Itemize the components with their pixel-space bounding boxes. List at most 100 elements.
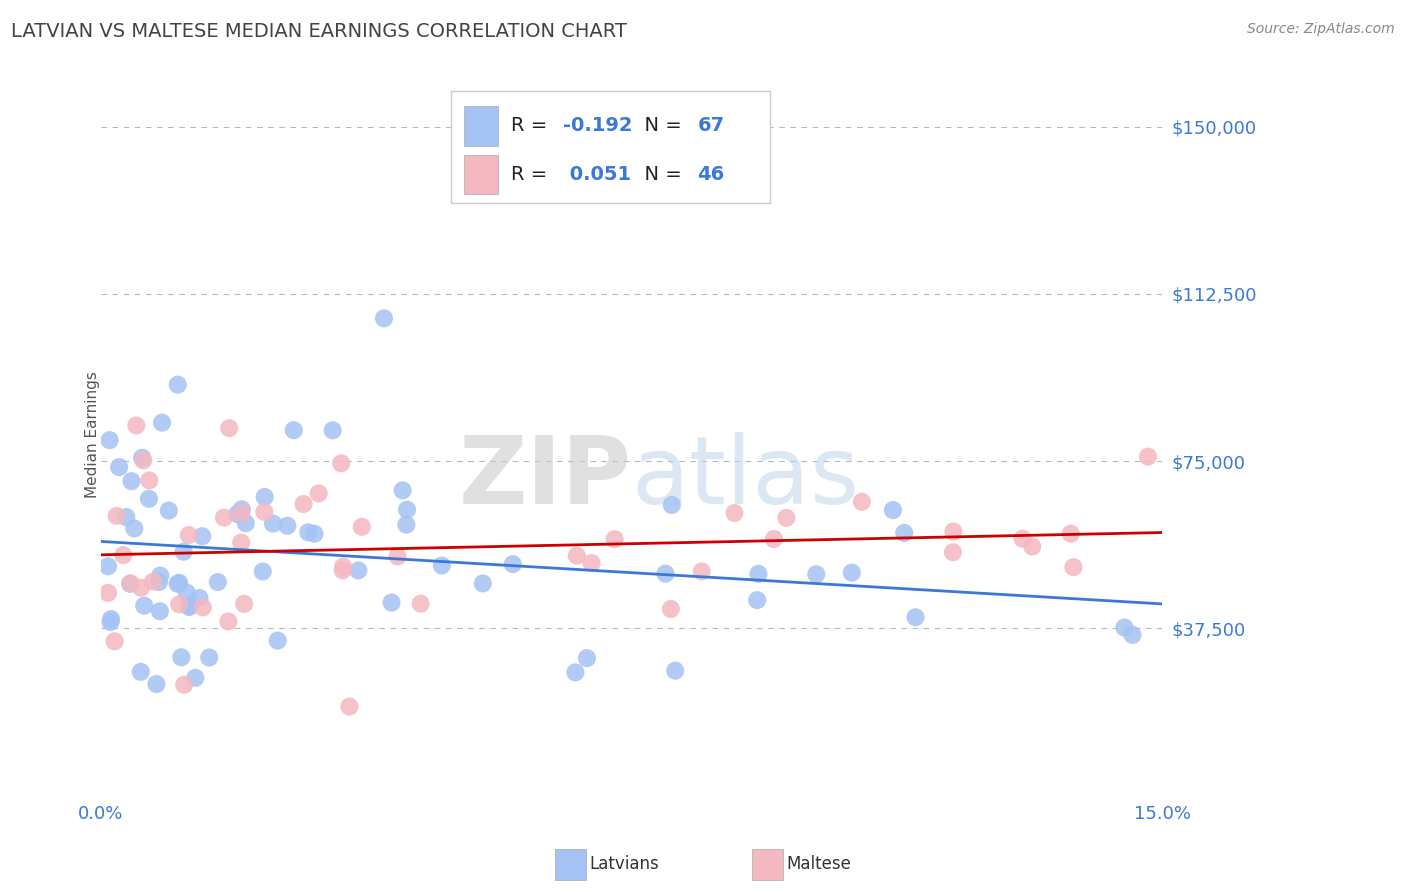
Point <box>276 518 298 533</box>
Point <box>129 581 152 595</box>
Point <box>373 311 395 326</box>
Point <box>882 503 904 517</box>
Y-axis label: Median Earnings: Median Earnings <box>86 371 100 498</box>
Point <box>762 532 785 546</box>
Point <box>179 599 201 613</box>
Point <box>904 610 927 624</box>
Point <box>115 510 138 524</box>
Point <box>690 565 713 579</box>
Point <box>747 593 769 607</box>
Point <box>430 558 453 573</box>
Point <box>176 586 198 600</box>
Point <box>104 634 127 648</box>
Point <box>564 665 586 680</box>
Point <box>207 574 229 589</box>
Point <box>1114 621 1136 635</box>
Point <box>332 563 354 577</box>
Point <box>654 566 676 581</box>
Point <box>253 505 276 519</box>
Point <box>231 535 253 549</box>
Point <box>226 507 249 521</box>
Point <box>253 490 276 504</box>
Point <box>304 526 326 541</box>
Point <box>167 575 190 590</box>
Bar <box>464 154 498 194</box>
Point <box>97 559 120 574</box>
Point <box>565 549 588 563</box>
Text: 46: 46 <box>697 165 724 184</box>
Point <box>138 474 160 488</box>
Point <box>184 671 207 685</box>
Point <box>149 604 172 618</box>
Point <box>173 678 195 692</box>
Point <box>120 576 142 591</box>
Text: atlas: atlas <box>631 432 860 524</box>
Point <box>188 591 211 605</box>
Point <box>942 545 965 559</box>
Point <box>235 516 257 531</box>
Point <box>125 418 148 433</box>
Text: Maltese: Maltese <box>787 855 852 873</box>
Point <box>252 565 274 579</box>
Point <box>142 574 165 589</box>
Point <box>166 377 188 392</box>
Point <box>150 416 173 430</box>
Point <box>1011 532 1033 546</box>
Point <box>148 575 170 590</box>
Point <box>231 506 253 520</box>
Point <box>120 577 142 591</box>
Point <box>322 423 344 437</box>
Point <box>134 599 156 613</box>
Point <box>233 597 256 611</box>
Point <box>409 597 432 611</box>
Point <box>173 545 195 559</box>
Point <box>217 615 239 629</box>
Point <box>166 577 188 591</box>
Point <box>105 508 128 523</box>
Point <box>502 557 524 571</box>
Point <box>97 586 120 600</box>
Point <box>395 517 418 532</box>
Point <box>149 568 172 582</box>
Text: ZIP: ZIP <box>458 432 631 524</box>
Point <box>664 664 686 678</box>
Point <box>283 423 305 437</box>
Point <box>308 486 330 500</box>
Point <box>262 516 284 531</box>
Point <box>775 511 797 525</box>
Bar <box>464 106 498 146</box>
Point <box>167 598 190 612</box>
Point <box>297 525 319 540</box>
Point <box>108 460 131 475</box>
Point <box>292 497 315 511</box>
Point <box>841 566 863 580</box>
Point <box>387 549 409 564</box>
Point <box>471 576 494 591</box>
Text: N =: N = <box>631 165 688 184</box>
Point <box>581 556 603 570</box>
Point <box>330 456 353 470</box>
Point <box>806 567 828 582</box>
Point <box>1137 450 1160 464</box>
Point <box>893 525 915 540</box>
Text: LATVIAN VS MALTESE MEDIAN EARNINGS CORRELATION CHART: LATVIAN VS MALTESE MEDIAN EARNINGS CORRE… <box>11 22 627 41</box>
Point <box>267 633 290 648</box>
Point <box>218 421 240 435</box>
Point <box>177 528 200 542</box>
Point <box>191 529 214 543</box>
Point <box>98 433 121 447</box>
Point <box>1060 526 1083 541</box>
Point <box>332 559 354 574</box>
Point <box>124 521 146 535</box>
Text: 67: 67 <box>697 116 724 136</box>
Point <box>942 524 965 539</box>
Point <box>1021 540 1043 554</box>
Point <box>575 651 598 665</box>
Point <box>198 650 221 665</box>
Point <box>112 548 135 562</box>
Point <box>1121 628 1143 642</box>
Point <box>145 677 167 691</box>
Text: R =: R = <box>510 116 553 136</box>
Point <box>350 520 373 534</box>
Point <box>131 450 153 465</box>
